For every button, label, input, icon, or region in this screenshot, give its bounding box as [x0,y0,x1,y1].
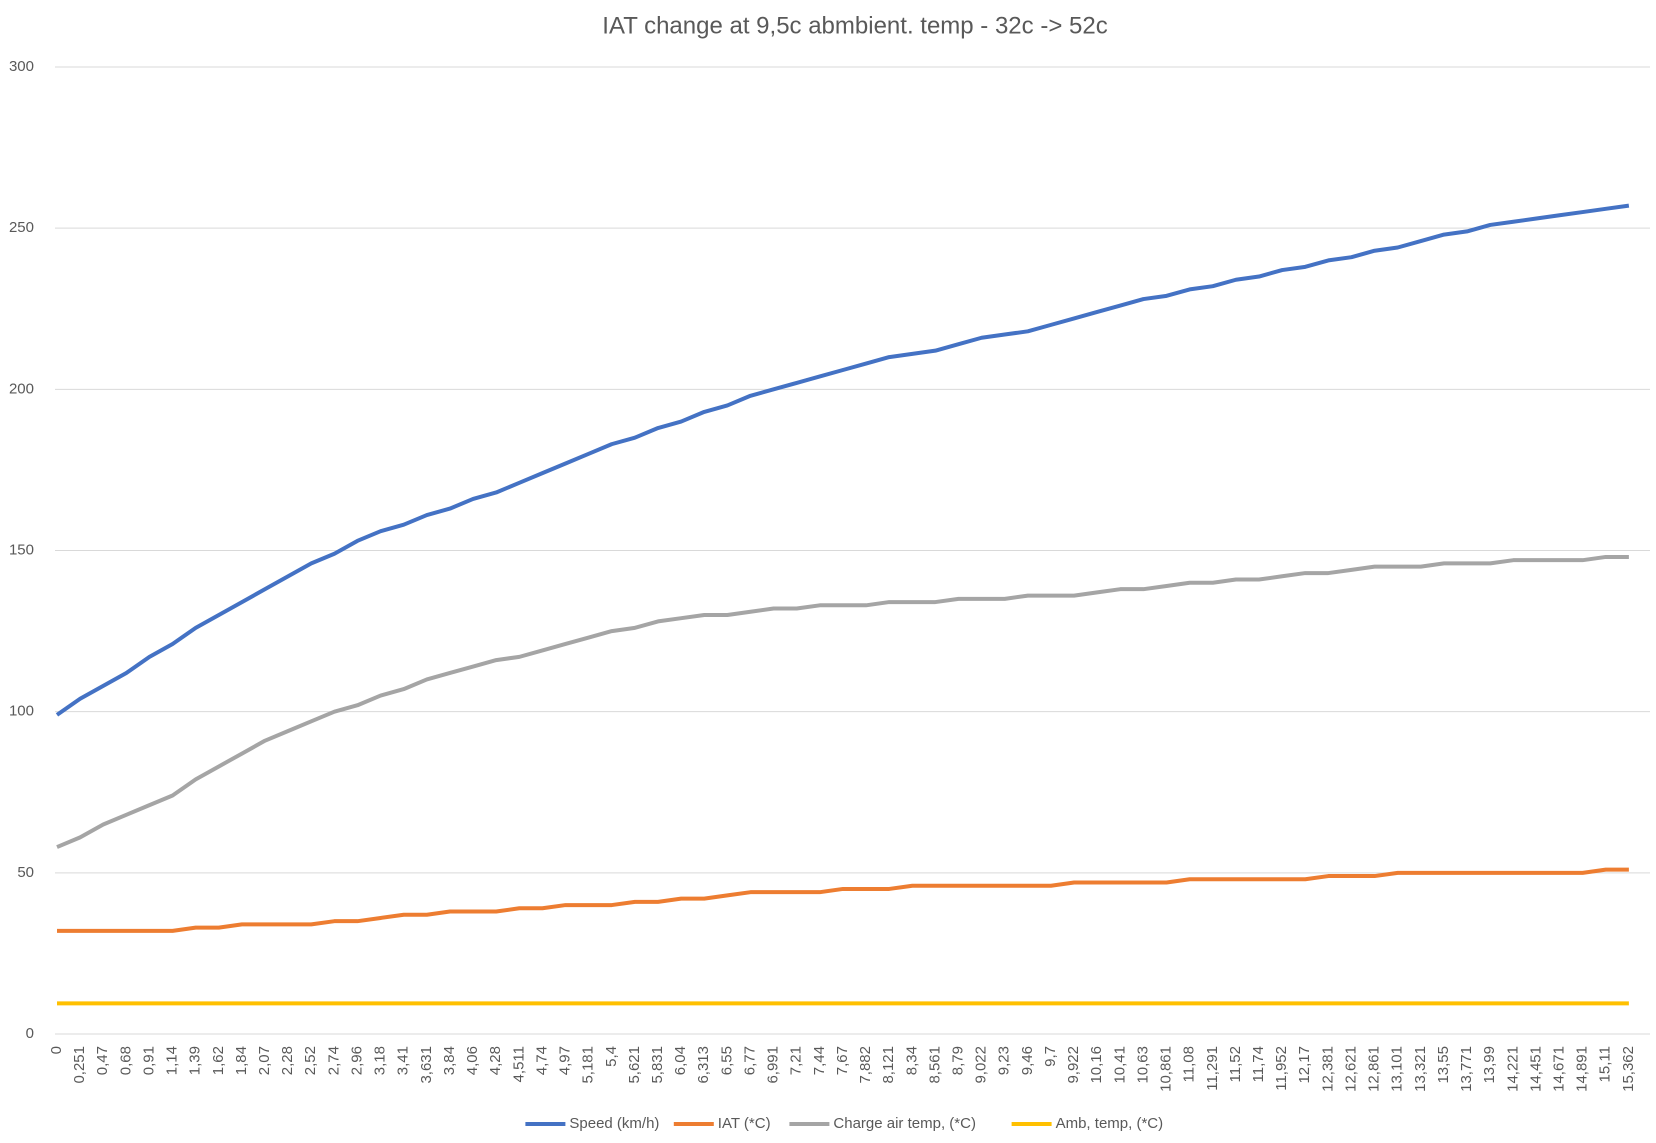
x-tick-label: 10,861 [1158,1046,1175,1092]
y-tick-label: 50 [17,864,34,881]
x-tick-label: 6,313 [695,1046,712,1084]
x-tick-label: 1,84 [233,1046,250,1075]
x-tick-label: 3,18 [372,1046,389,1075]
x-tick-label: 4,97 [557,1046,574,1075]
x-tick-label: 3,41 [395,1046,412,1075]
x-tick-label: 3,84 [441,1046,458,1075]
x-tick-label: 9,922 [1065,1046,1082,1084]
x-tick-label: 10,41 [1111,1046,1128,1084]
x-tick-label: 13,321 [1412,1046,1429,1092]
x-tick-label: 8,79 [949,1046,966,1075]
y-tick-label: 250 [9,219,34,236]
x-tick-label: 0 [48,1046,65,1054]
legend-label: Charge air temp, (*C) [833,1115,976,1132]
x-tick-label: 9,022 [973,1046,990,1084]
x-tick-label: 11,291 [1204,1046,1221,1091]
x-tick-label: 8,121 [880,1046,897,1084]
x-tick-label: 1,39 [187,1046,204,1075]
x-tick-label: 12,381 [1319,1046,1336,1092]
x-tick-label: 6,77 [741,1046,758,1075]
x-tick-label: 2,28 [279,1046,296,1075]
y-tick-label: 150 [9,541,34,558]
x-tick-label: 2,96 [348,1046,365,1075]
x-tick-label: 10,63 [1134,1046,1151,1084]
x-tick-label: 1,62 [210,1046,227,1075]
chart-title: IAT change at 9,5c abmbient. temp - 32c … [602,12,1107,39]
x-tick-label: 0,251 [71,1046,88,1084]
x-tick-label: 14,451 [1527,1046,1544,1092]
x-tick-label: 12,621 [1342,1046,1359,1092]
line [57,867,1629,933]
x-tick-label: 4,06 [464,1046,481,1075]
x-tick-label: 12,17 [1296,1046,1313,1084]
legend-label: IAT (*C) [718,1115,771,1132]
x-tick-label: 7,44 [811,1046,828,1075]
x-tick-label: 5,181 [580,1046,597,1084]
x-tick-label: 7,21 [788,1046,805,1075]
x-tick-label: 4,511 [510,1046,527,1082]
x-tick-label: 9,46 [1019,1046,1036,1075]
x-tick-label: 1,14 [164,1046,181,1075]
x-tick-label: 6,991 [765,1046,782,1084]
x-tick-label: 2,74 [325,1046,342,1075]
x-tick-label: 10,16 [1088,1046,1105,1084]
x-tick-label: 2,52 [302,1046,319,1075]
x-tick-label: 15,11 [1597,1046,1614,1082]
x-tick-label: 4,74 [533,1046,550,1075]
x-tick-label: 5,4 [603,1046,620,1067]
x-tick-label: 11,952 [1273,1046,1290,1091]
x-tick-label: 5,621 [626,1046,643,1084]
x-tick-label: 11,08 [1181,1046,1198,1082]
x-tick-label: 14,671 [1551,1046,1568,1092]
legend-label: Amb, temp, (*C) [1056,1115,1164,1132]
x-tick-label: 13,101 [1389,1046,1406,1092]
line [55,203,1630,717]
x-tick-label: 0,47 [94,1046,111,1075]
legend-label: Speed (km/h) [569,1115,659,1132]
y-tick-label: 0 [26,1025,34,1042]
x-tick-label: 4,28 [487,1046,504,1075]
x-tick-label: 13,771 [1458,1046,1475,1092]
y-tick-label: 300 [9,58,34,75]
x-tick-label: 12,861 [1366,1046,1383,1092]
x-tick-label: 3,631 [418,1046,435,1084]
x-tick-label: 0,91 [140,1046,157,1075]
y-tick-label: 100 [9,703,34,720]
x-tick-label: 14,891 [1574,1046,1591,1092]
x-tick-label: 0,68 [117,1046,134,1075]
x-tick-label: 8,34 [903,1046,920,1075]
x-tick-label: 7,67 [834,1046,851,1075]
line [56,554,1629,849]
x-tick-label: 13,99 [1481,1046,1498,1084]
x-tick-label: 15,362 [1620,1046,1637,1092]
x-tick-label: 11,74 [1250,1046,1267,1082]
y-tick-label: 200 [9,380,34,397]
x-tick-label: 6,04 [672,1046,689,1075]
x-tick-label: 7,882 [857,1046,874,1084]
x-tick-label: 11,52 [1227,1046,1244,1082]
x-tick-label: 9,23 [996,1046,1013,1075]
x-tick-label: 14,221 [1504,1046,1521,1092]
x-tick-label: 6,55 [718,1046,735,1075]
x-tick-label: 2,07 [256,1046,273,1075]
x-tick-label: 5,831 [649,1046,666,1084]
x-tick-label: 9,7 [1042,1046,1059,1067]
x-tick-label: 13,55 [1435,1046,1452,1084]
x-tick-label: 8,561 [926,1046,943,1084]
